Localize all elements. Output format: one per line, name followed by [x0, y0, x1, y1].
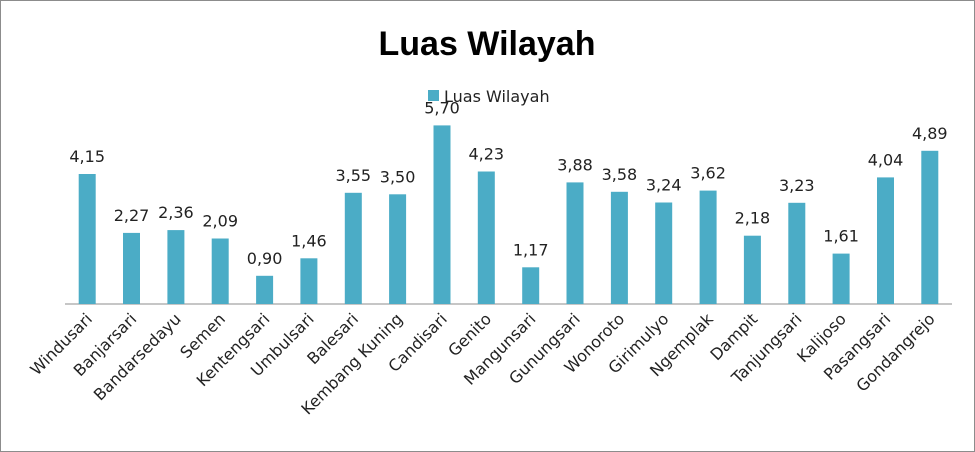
bars-group — [78, 125, 939, 305]
data-label: 2,18 — [735, 209, 771, 228]
bar-tanjungsari — [788, 202, 806, 304]
bar-gondangrejo — [921, 150, 939, 304]
data-label: 4,89 — [912, 124, 948, 143]
data-label: 2,27 — [114, 206, 150, 225]
x-tick-labels-group: WindusariBanjarsariBandarsedayuSemenKent… — [26, 309, 938, 419]
bar-semen — [211, 238, 229, 304]
bar-genito — [477, 171, 495, 304]
data-label: 4,04 — [868, 150, 904, 169]
chart-title: Luas Wilayah — [379, 25, 596, 63]
bar-kembang-kuning — [389, 194, 407, 304]
bar-gunungsari — [566, 182, 584, 304]
bar-kentengsari — [256, 275, 274, 304]
legend-label: Luas Wilayah — [444, 87, 550, 106]
bar-wonoroto — [610, 191, 628, 304]
bar-pasangsari — [877, 177, 894, 304]
data-label: 0,90 — [247, 249, 283, 268]
data-label: 2,09 — [202, 212, 238, 231]
data-label: 3,23 — [779, 176, 815, 195]
data-label: 4,15 — [69, 147, 105, 166]
bar-ngemplak — [699, 190, 717, 304]
data-label: 1,46 — [291, 231, 327, 250]
data-label: 3,88 — [557, 155, 593, 174]
bar-balesari — [344, 192, 362, 304]
data-label: 3,55 — [335, 166, 371, 185]
data-label: 1,61 — [823, 227, 859, 246]
data-label: 3,50 — [380, 167, 416, 186]
legend: Luas Wilayah — [428, 87, 550, 106]
data-label: 4,23 — [468, 145, 504, 164]
data-label: 1,17 — [513, 240, 549, 259]
data-label: 2,36 — [158, 203, 194, 222]
bar-umbulsari — [300, 258, 318, 304]
data-label: 3,24 — [646, 176, 682, 195]
bar-bandarsedayu — [167, 230, 185, 304]
bar-windusari — [78, 174, 96, 304]
bar-girimulyo — [655, 202, 673, 304]
x-tick-label: Gondangrejo — [852, 309, 938, 395]
bar-mangunsari — [522, 267, 540, 304]
bar-kalijoso — [832, 253, 850, 304]
bar-dampit — [743, 235, 761, 304]
data-labels-group: 4,15 2,27 2,36 2,09 0,90 1,46 3,55 3,50 5,70 4,23… — [69, 98, 947, 267]
data-label: 5,70 — [424, 98, 460, 117]
data-label: 3,62 — [690, 164, 726, 183]
bar-candisari — [433, 125, 451, 305]
legend-swatch — [428, 90, 439, 101]
data-label: 3,58 — [602, 165, 638, 184]
bar-banjarsari — [123, 232, 140, 304]
